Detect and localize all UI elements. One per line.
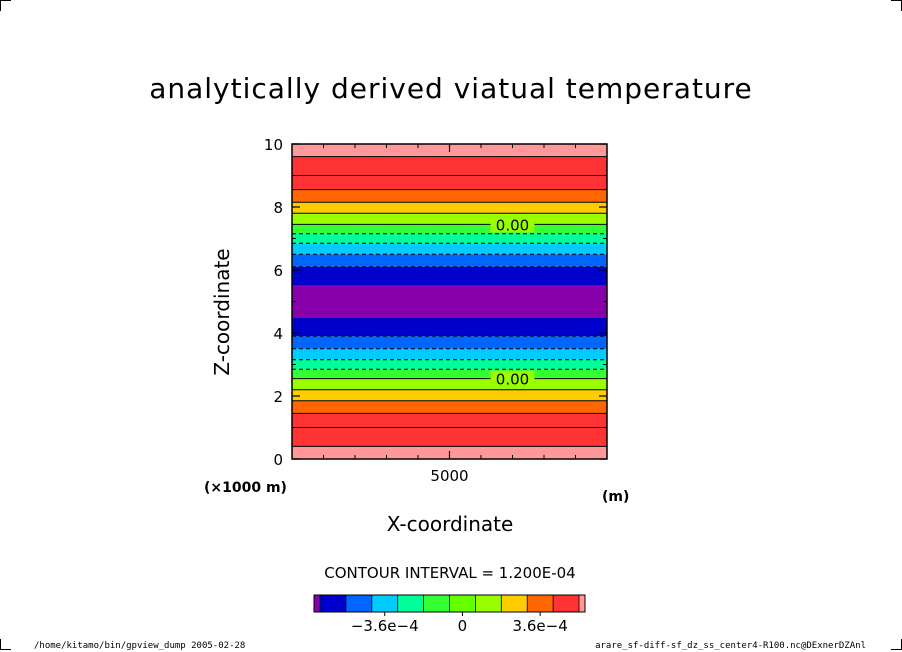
- y-tick-label: 6: [273, 262, 283, 280]
- x-axis-unit: (m): [602, 489, 630, 505]
- crop-mark-br: [891, 639, 902, 650]
- crop-mark-bl: [0, 639, 11, 650]
- color-band: [292, 243, 607, 255]
- colorbar-cell: [449, 595, 476, 612]
- x-axis-label: X-coordinate: [386, 512, 514, 536]
- crop-mark-tl: [0, 0, 11, 11]
- y-tick-label: 10: [264, 136, 283, 154]
- contour-label-bg: [490, 216, 535, 233]
- contour-label: 0.00: [496, 371, 529, 389]
- color-band: [292, 224, 607, 234]
- y-tick-label: 4: [273, 325, 283, 343]
- color-band: [292, 285, 607, 318]
- footer-right: arare_sf-diff-sf_dz_ss_center4-R100.nc@D…: [595, 641, 866, 651]
- color-band: [292, 359, 607, 370]
- crop-mark-tr: [891, 0, 902, 11]
- color-band: [292, 189, 607, 203]
- colorbar-cell: [527, 595, 554, 612]
- contour-interval-label: CONTOUR INTERVAL = 1.200E-04: [324, 564, 576, 582]
- color-band: [292, 202, 607, 214]
- y-tick-label: 2: [273, 388, 283, 406]
- color-band: [292, 233, 607, 244]
- y-axis-unit: (×1000 m): [204, 480, 287, 496]
- colorbar-cell: [320, 595, 346, 612]
- colorbar-cell: [501, 595, 528, 612]
- contour-label-bg: [490, 370, 535, 387]
- x-ticks: 5000: [323, 144, 576, 485]
- colorbar-cell: [371, 595, 398, 612]
- y-tick-label: 0: [273, 451, 283, 469]
- color-band: [292, 348, 607, 360]
- color-band: [292, 336, 607, 349]
- color-band: [292, 400, 607, 414]
- color-band: [292, 427, 607, 447]
- colorbar-cell: [423, 595, 450, 612]
- colorbar-tick-label: 0: [458, 617, 468, 635]
- x-tick-label: 5000: [430, 467, 468, 485]
- colorbar-cell: [553, 595, 579, 612]
- chart-title: analytically derived viatual temperature: [149, 72, 753, 105]
- colorbar-cell: [314, 595, 320, 612]
- color-band: [292, 175, 607, 190]
- colorbar-tick-label: −3.6e−4: [351, 617, 419, 635]
- contour-label: 0.00: [496, 216, 529, 234]
- colorbar-cell: [397, 595, 424, 612]
- color-bands: [292, 144, 607, 459]
- color-band: [292, 369, 607, 379]
- color-band: [292, 413, 607, 428]
- contour-labels: 0.00 0.00: [490, 216, 535, 389]
- colorbar-cell: [345, 595, 372, 612]
- color-band: [292, 156, 607, 176]
- color-band: [292, 317, 607, 337]
- color-band: [292, 389, 607, 401]
- color-band: [292, 378, 607, 390]
- color-band: [292, 213, 607, 225]
- colorbar: −3.6e−4 0 3.6e−4: [313, 594, 586, 635]
- colorbar-cell: [579, 595, 585, 612]
- color-band: [292, 254, 607, 267]
- y-ticks: 0 2 4 6 8 10: [264, 136, 607, 469]
- contour-lines: [292, 156, 607, 447]
- colorbar-cell: [475, 595, 502, 612]
- colorbar-tick-label: 3.6e−4: [513, 617, 568, 635]
- y-tick-label: 8: [273, 199, 283, 217]
- footer-left: /home/kitamo/bin/gpview_dump 2005-02-28: [34, 641, 246, 651]
- color-band: [292, 266, 607, 286]
